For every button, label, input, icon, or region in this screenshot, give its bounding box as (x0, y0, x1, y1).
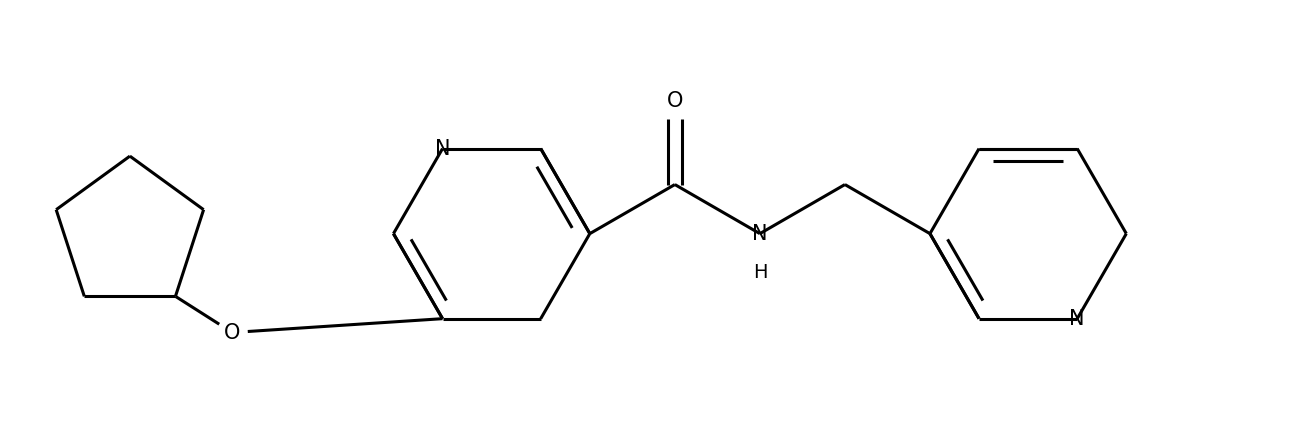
Text: N: N (1070, 309, 1085, 329)
Text: O: O (225, 323, 240, 342)
Text: N: N (435, 139, 451, 159)
Text: O: O (666, 91, 683, 111)
Text: N: N (752, 224, 767, 244)
Text: H: H (753, 262, 767, 282)
